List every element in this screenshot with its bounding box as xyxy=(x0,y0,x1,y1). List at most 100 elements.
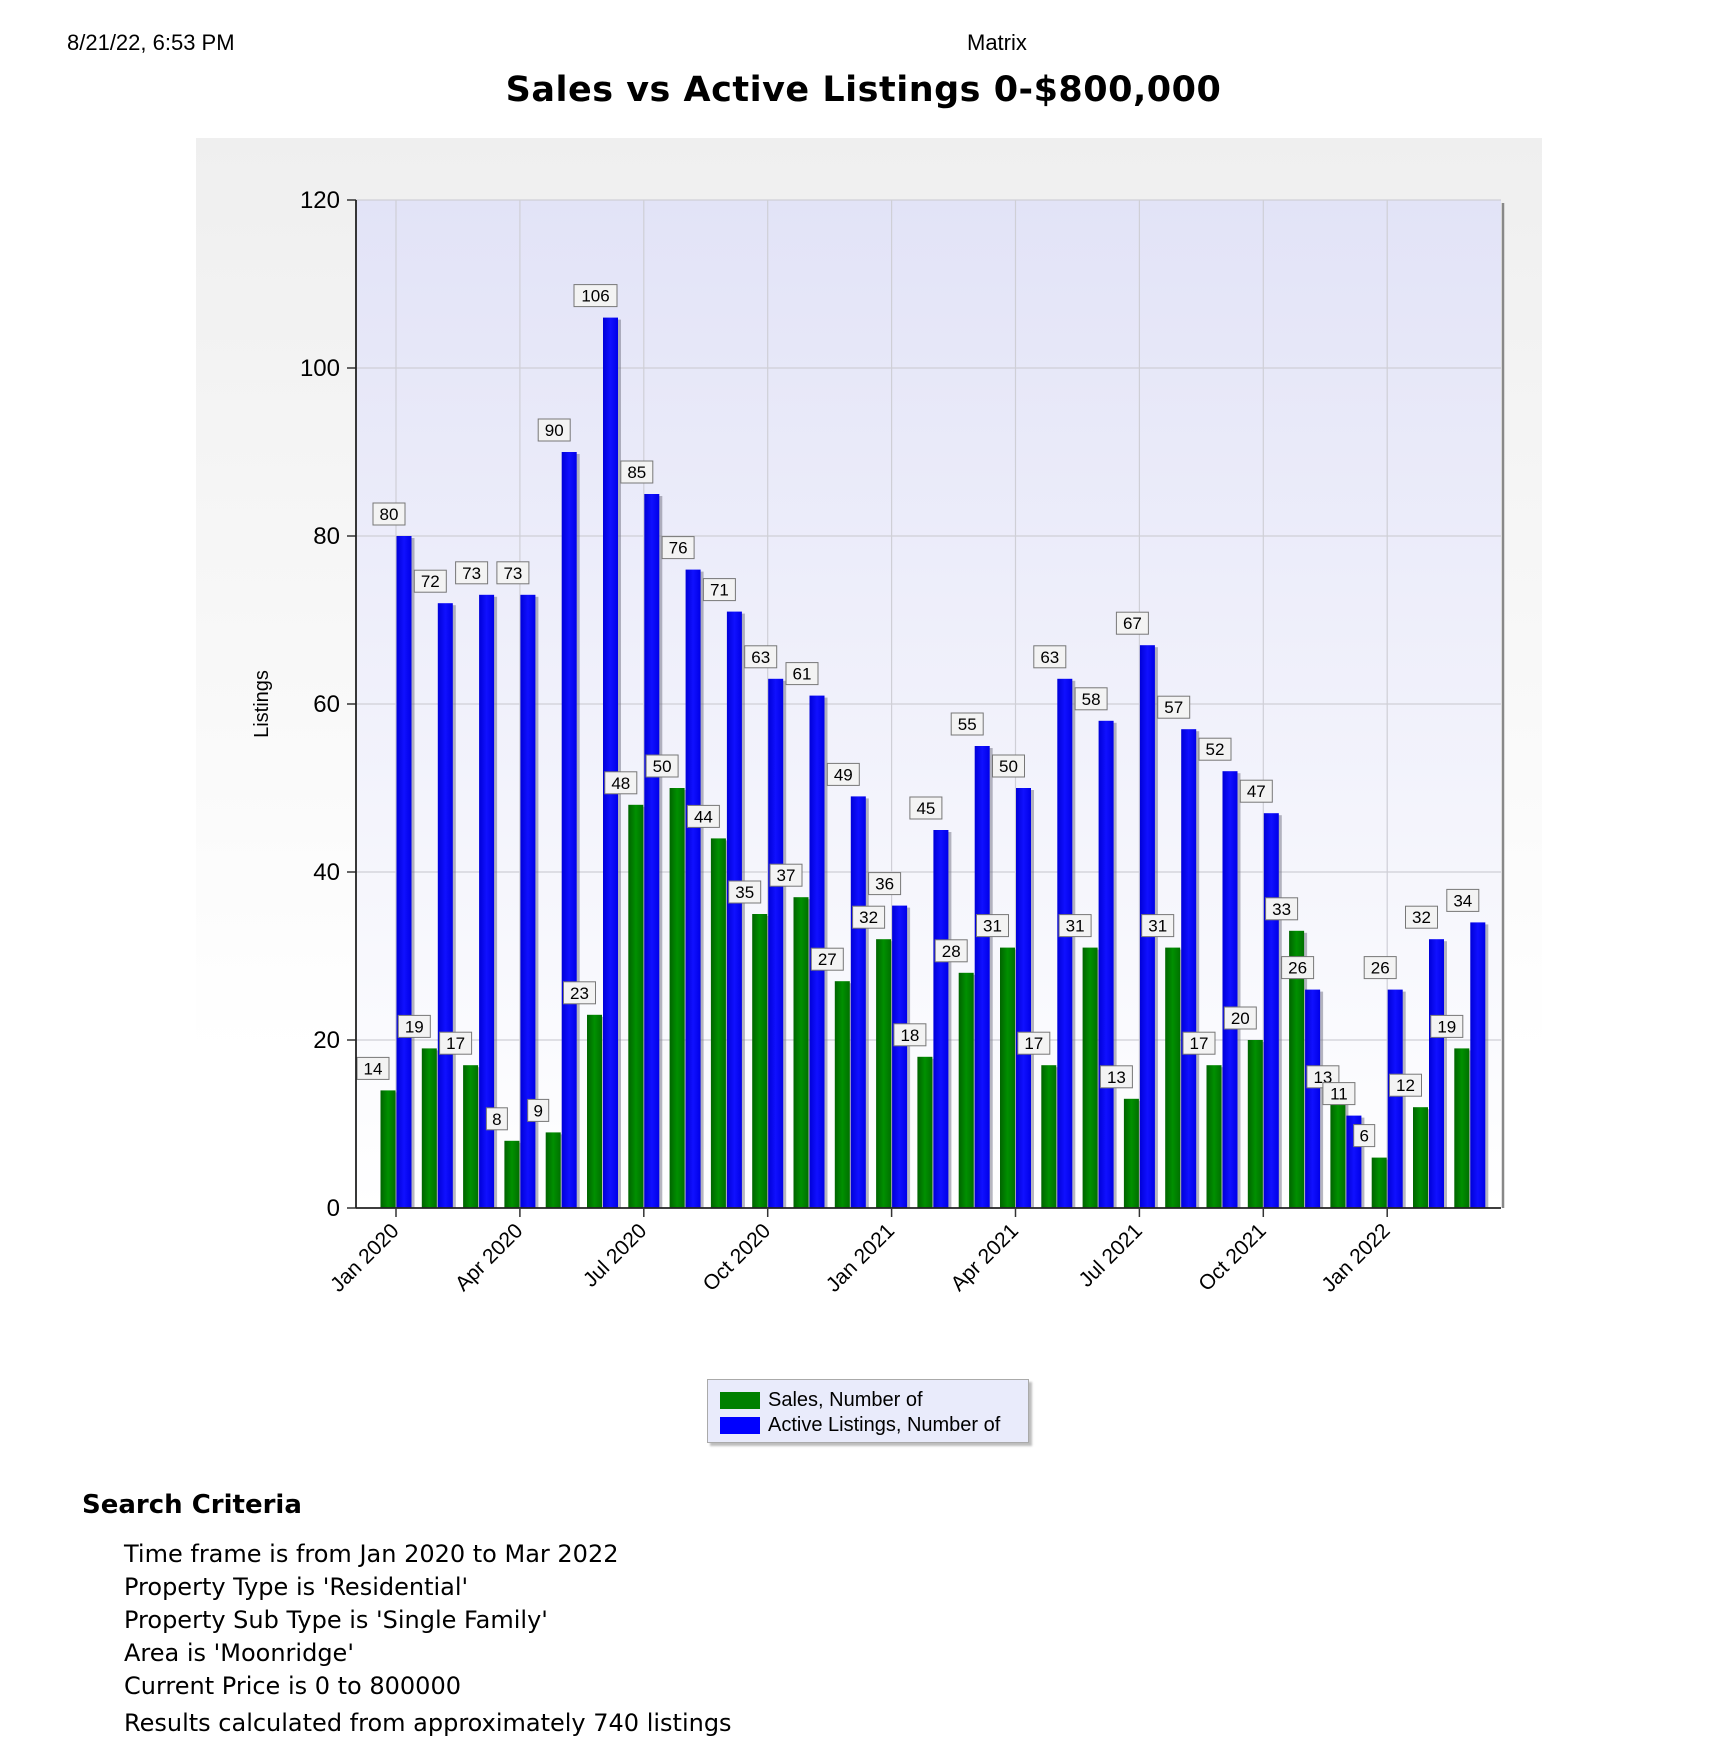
data-label-active: 52 xyxy=(1206,740,1225,759)
data-label-sales: 50 xyxy=(653,757,672,776)
data-label-sales: 13 xyxy=(1313,1068,1332,1087)
data-label-sales: 13 xyxy=(1107,1068,1126,1087)
data-label-sales: 37 xyxy=(777,866,796,885)
data-label-box-sales xyxy=(1058,914,1092,938)
bar-sales xyxy=(876,939,892,1208)
data-label-box-sales xyxy=(976,914,1009,938)
data-label-sales: 9 xyxy=(533,1101,542,1120)
data-label-sales: 32 xyxy=(859,908,878,927)
data-label-box-active xyxy=(868,872,902,896)
bar-active xyxy=(1387,989,1403,1208)
bar-active xyxy=(561,452,577,1208)
bar-sales xyxy=(1206,1065,1222,1208)
data-label-sales: 44 xyxy=(694,807,713,826)
legend-item-active: Active Listings, Number of xyxy=(720,1414,1000,1436)
data-label-active: 57 xyxy=(1164,698,1183,717)
data-label-active: 36 xyxy=(875,875,894,894)
data-label-sales: 31 xyxy=(1148,917,1167,936)
legend-swatch-sales xyxy=(720,1391,760,1409)
criteria-line-area: Area is 'Moonridge' xyxy=(124,1639,354,1667)
data-label-active: 55 xyxy=(958,715,977,734)
bar-sales xyxy=(710,838,726,1208)
y-tick-label: 60 xyxy=(313,691,340,718)
legend-swatch-active xyxy=(720,1416,760,1434)
bar-active xyxy=(1016,788,1031,1208)
data-label-box-active xyxy=(573,284,618,308)
data-label-box-active xyxy=(1363,956,1397,980)
chart-legend: Sales, Number of Active Listings, Number… xyxy=(707,1379,1029,1443)
data-label-active: 72 xyxy=(421,572,440,591)
criteria-line-sub-type: Property Sub Type is 'Single Family' xyxy=(124,1606,548,1634)
x-tick-label: Jan 2020 xyxy=(326,1219,403,1296)
data-label-active: 47 xyxy=(1247,782,1266,801)
legend-item-sales: Sales, Number of xyxy=(720,1389,923,1411)
data-label-box-sales xyxy=(893,1023,927,1047)
data-label-active: 26 xyxy=(1371,959,1390,978)
data-label-box-sales xyxy=(439,1031,473,1055)
data-label-box-active xyxy=(1115,611,1149,635)
y-tick-label: 0 xyxy=(327,1195,340,1222)
bar-active xyxy=(1098,720,1114,1208)
data-label-sales: 17 xyxy=(1190,1034,1209,1053)
data-label-box-active xyxy=(537,418,571,442)
data-label-box-sales xyxy=(1430,1014,1464,1038)
data-label-box-sales xyxy=(810,947,844,971)
data-label-box-sales xyxy=(728,880,762,904)
bar-sales xyxy=(1165,947,1181,1208)
data-label-active: 90 xyxy=(545,421,564,440)
data-label-sales: 35 xyxy=(735,883,754,902)
data-label-sales: 14 xyxy=(364,1059,383,1078)
data-label-box-active xyxy=(744,645,778,669)
data-label-box-active xyxy=(372,502,406,526)
data-label-box-sales xyxy=(1353,1124,1376,1148)
bar-sales xyxy=(1000,947,1015,1208)
data-label-box-active xyxy=(1157,695,1191,719)
bar-active xyxy=(1429,939,1444,1208)
data-label-sales: 18 xyxy=(900,1026,919,1045)
legend-label-active: Active Listings, Number of xyxy=(768,1413,1001,1436)
x-tick-label: Jan 2022 xyxy=(1317,1219,1394,1296)
data-label-box-sales xyxy=(1099,1065,1133,1089)
data-label-box-active xyxy=(826,762,860,786)
data-label-sales: 12 xyxy=(1396,1076,1415,1095)
data-label-active: 80 xyxy=(380,505,399,524)
data-label-active: 45 xyxy=(916,799,935,818)
x-tick-label: Jul 2021 xyxy=(1075,1219,1147,1291)
data-label-box-active xyxy=(1074,687,1108,711)
data-label-box-sales xyxy=(1017,1031,1051,1055)
data-label-box-sales xyxy=(1265,897,1299,921)
bar-active xyxy=(1222,771,1238,1208)
legend-label-sales: Sales, Number of xyxy=(768,1388,923,1411)
data-label-active: 50 xyxy=(999,757,1018,776)
data-label-sales: 27 xyxy=(818,950,837,969)
bar-sales xyxy=(669,788,685,1208)
data-label-active: 71 xyxy=(710,581,729,600)
data-label-box-active xyxy=(950,712,984,736)
bar-active xyxy=(479,594,495,1208)
data-label-active: 58 xyxy=(1082,690,1101,709)
bar-active xyxy=(933,830,949,1208)
bar-sales xyxy=(504,1140,520,1208)
bar-sales xyxy=(752,914,768,1208)
data-label-active: 63 xyxy=(1040,648,1059,667)
data-label-box-active xyxy=(661,536,695,560)
bar-active xyxy=(1470,922,1486,1208)
data-label-box-active xyxy=(413,569,447,593)
x-tick-label: Oct 2020 xyxy=(699,1219,776,1296)
bar-active xyxy=(768,678,784,1208)
bar-sales xyxy=(834,981,850,1208)
y-tick-label: 120 xyxy=(300,187,340,214)
bar-sales xyxy=(1041,1065,1057,1208)
x-tick-label: Apr 2021 xyxy=(947,1219,1024,1296)
data-label-sales: 33 xyxy=(1272,900,1291,919)
y-tick-label: 100 xyxy=(300,355,340,382)
data-label-active: 63 xyxy=(751,648,770,667)
data-label-box-active xyxy=(1322,1082,1356,1106)
criteria-result: Results calculated from approximately 74… xyxy=(124,1709,732,1737)
data-label-active: 67 xyxy=(1123,614,1142,633)
bar-sales xyxy=(1330,1098,1346,1208)
chart-panel: 0 20 40 60 80 100 120 14 19 17 8 9 23 48 50 44 35 37 27 32 1… xyxy=(196,138,1542,1360)
data-label-box-active xyxy=(455,561,489,585)
bar-sales xyxy=(917,1056,933,1208)
x-tick-label: Oct 2021 xyxy=(1194,1219,1271,1296)
